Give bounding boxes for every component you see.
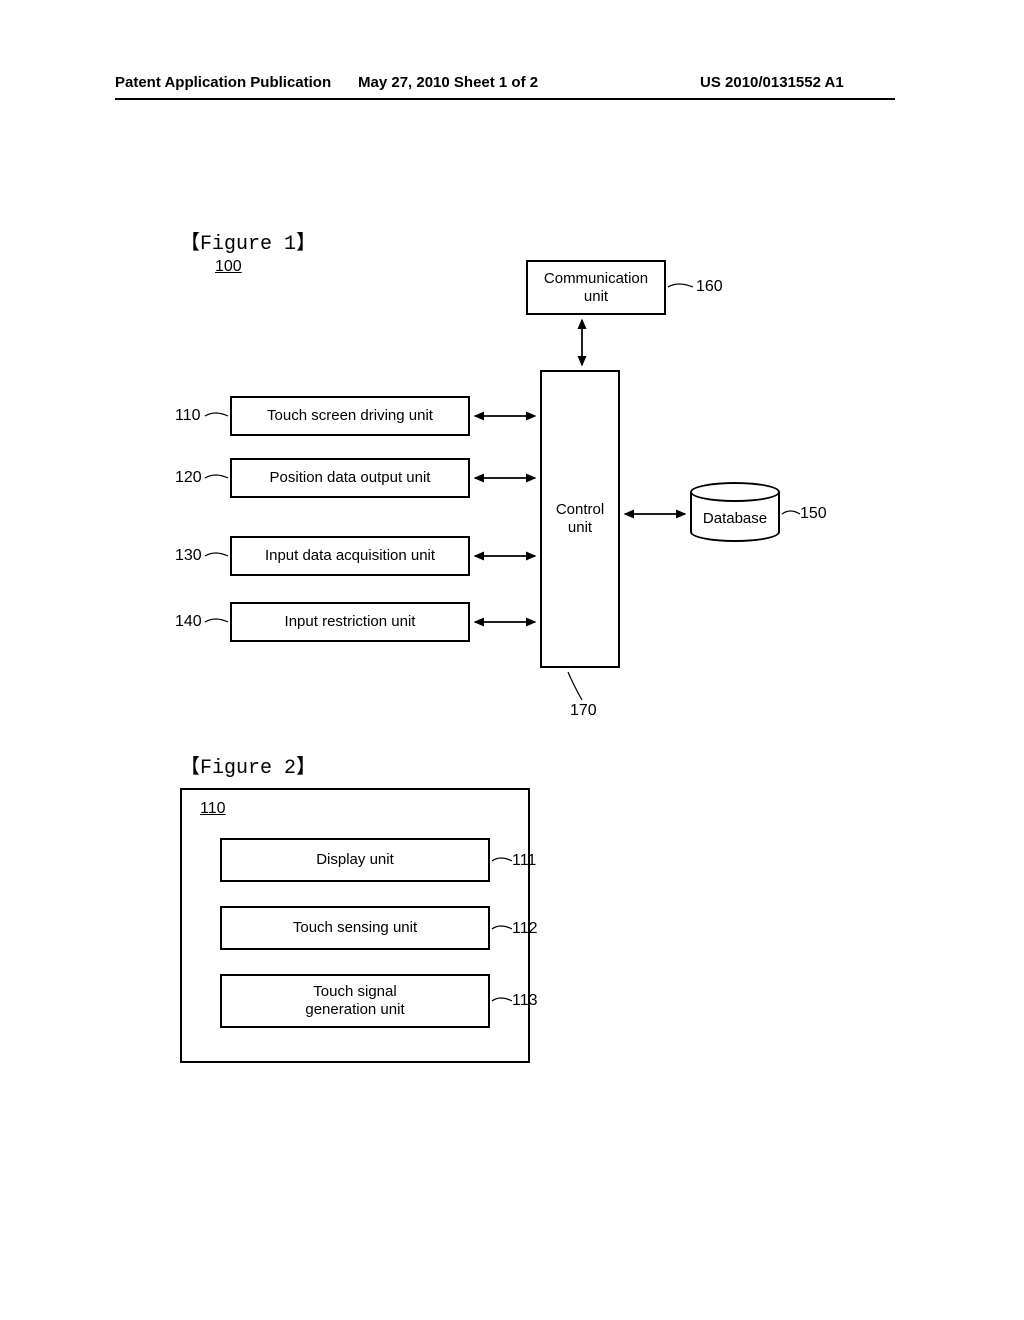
input-restriction-box: Input restriction unit: [230, 602, 470, 642]
ref-170: 170: [570, 702, 597, 720]
position-data-output-box: Position data output unit: [230, 458, 470, 498]
patent-page: Patent Application Publication May 27, 2…: [0, 0, 1024, 1320]
touch-sensing-unit-box: Touch sensing unit: [220, 906, 490, 950]
ref-130: 130: [175, 547, 202, 565]
touch-screen-driving-box: Touch screen driving unit: [230, 396, 470, 436]
ref-112: 112: [512, 920, 538, 938]
ref-150: 150: [800, 505, 827, 523]
database-cylinder: Database: [690, 482, 780, 542]
ref-120: 120: [175, 469, 202, 487]
figure-2-system-ref: 110: [200, 800, 226, 818]
figure-1-label: 【Figure 1】: [180, 226, 316, 256]
figure-2-label: 【Figure 2】: [180, 750, 316, 780]
ref-110: 110: [175, 407, 201, 425]
ref-160: 160: [696, 278, 723, 296]
header-pub-number: US 2010/0131552 A1: [700, 74, 844, 91]
display-unit-box: Display unit: [220, 838, 490, 882]
diagram-arrows-overlay: [0, 0, 1024, 1320]
touch-signal-generation-box: Touch signal generation unit: [220, 974, 490, 1028]
header-date-sheet: May 27, 2010 Sheet 1 of 2: [358, 74, 538, 91]
figure-1-system-ref: 100: [215, 258, 242, 276]
ref-140: 140: [175, 613, 202, 631]
header-publication: Patent Application Publication: [115, 74, 331, 91]
communication-unit-box: Communication unit: [526, 260, 666, 315]
database-top: [690, 482, 780, 502]
ref-111: 111: [512, 852, 536, 870]
database-label: Database: [690, 510, 780, 527]
ref-113: 113: [512, 992, 538, 1010]
input-data-acquisition-box: Input data acquisition unit: [230, 536, 470, 576]
header-rule: [115, 98, 895, 100]
control-unit-box: Control unit: [540, 370, 620, 668]
